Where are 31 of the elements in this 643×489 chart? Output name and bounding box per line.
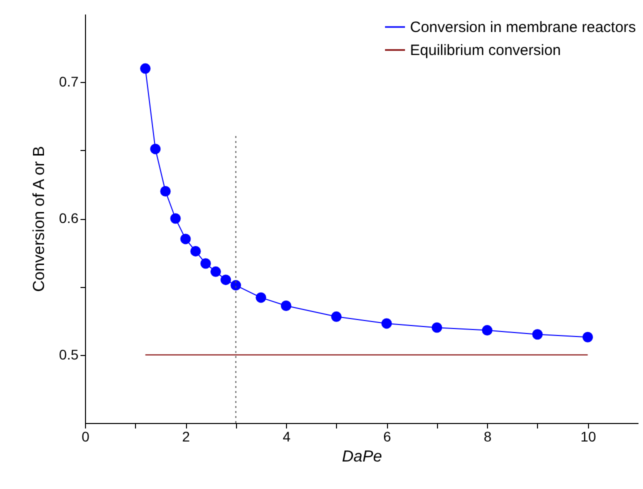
- point: [190, 246, 201, 256]
- x-tick-label: 4: [282, 428, 291, 444]
- point: [160, 186, 171, 196]
- x-tick-label: 8: [484, 428, 492, 444]
- y-tick-label: 0.7: [59, 74, 79, 90]
- point: [432, 322, 442, 333]
- point: [200, 258, 211, 269]
- x-axis-title: DaPe: [342, 448, 382, 466]
- point: [256, 292, 266, 303]
- point: [230, 280, 242, 291]
- point: [220, 274, 232, 286]
- point: [150, 144, 161, 154]
- x-tick-label: 6: [383, 428, 392, 444]
- x-tick-label: 2: [182, 428, 190, 444]
- point: [582, 332, 593, 342]
- point: [170, 213, 181, 224]
- point: [140, 63, 151, 74]
- point: [532, 329, 543, 340]
- y-axis-title: Conversion of A or B: [31, 146, 48, 292]
- point: [331, 311, 342, 322]
- point: [180, 234, 191, 244]
- x-tick-label: 0: [82, 428, 90, 444]
- point: [381, 318, 392, 329]
- point: [210, 266, 221, 277]
- point: [482, 325, 492, 336]
- y-tick-label: 0.6: [59, 210, 79, 226]
- y-tick-label: 0.5: [59, 346, 79, 362]
- point: [280, 300, 292, 311]
- x-tick-label: 10: [580, 428, 596, 444]
- legend-label: Equilibrium conversion: [410, 42, 561, 59]
- legend-label: Conversion in membrane reactors: [410, 19, 636, 36]
